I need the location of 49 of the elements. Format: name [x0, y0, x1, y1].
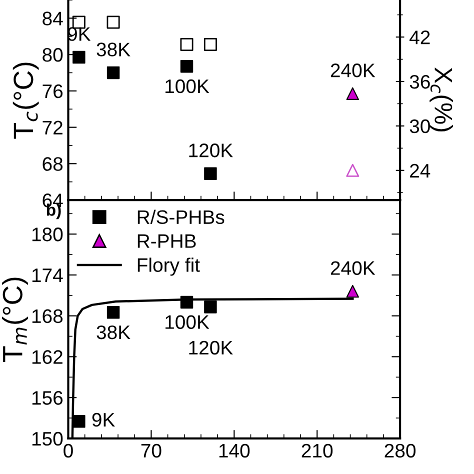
y-tick-label: 162: [32, 350, 62, 364]
point: [204, 38, 217, 51]
y-tick-label: 168: [32, 309, 63, 324]
legend-label: R-PHB: [138, 234, 196, 248]
y-tick-label: 84: [42, 12, 63, 26]
x-tick-label: 0: [64, 444, 73, 458]
x-tick-label: 140: [219, 444, 250, 458]
x-tick-label: 280: [384, 444, 416, 458]
annotation: 38K: [96, 325, 130, 340]
y-axis-title: T$_{m}$(°C): [2, 278, 28, 362]
point: [72, 415, 86, 428]
point: [106, 66, 120, 80]
y-axis-title: T$_{c}$(°C): [12, 62, 39, 139]
x-tick-label: 70: [141, 444, 162, 458]
point: [106, 306, 120, 319]
point: [180, 38, 194, 51]
point: [180, 296, 194, 309]
x-tick-label: 210: [302, 444, 333, 458]
annotation: 120K: [189, 144, 233, 158]
point: [346, 87, 360, 100]
point: [180, 60, 194, 73]
annotation: 38K: [96, 42, 130, 56]
annotation: 100K: [166, 79, 210, 94]
legend-label: Flory fit: [138, 258, 200, 276]
y-tick-label: 68: [42, 157, 63, 171]
point: [346, 164, 360, 177]
annotation: 120K: [189, 340, 233, 355]
annotation: 240K: [330, 261, 376, 275]
point: [106, 16, 120, 29]
annotation: 240K: [330, 64, 376, 78]
y2-axis-title: X$_{c}$(%): [430, 67, 453, 132]
point: [346, 284, 360, 298]
annotation: 100K: [166, 315, 210, 329]
y-tick-label: 76: [42, 84, 63, 98]
y2-tick-label: 36: [410, 74, 430, 89]
annotation: 9K: [92, 412, 115, 427]
y2-tick-label: 30: [410, 119, 430, 134]
y2-tick-label: 42: [410, 30, 430, 44]
point: [204, 300, 217, 314]
y-tick-label: 80: [42, 48, 63, 62]
y2-tick-label: 24: [410, 164, 430, 178]
y-tick-label: 156: [32, 391, 63, 405]
legend-label: R/S-PHBs: [138, 210, 224, 224]
point: [204, 167, 217, 180]
y-tick-label: 72: [42, 120, 62, 134]
y-tick-label: 174: [32, 268, 63, 282]
y-tick-label: 180: [32, 228, 63, 242]
point: [72, 50, 86, 64]
y-tick-label: 150: [32, 432, 63, 446]
